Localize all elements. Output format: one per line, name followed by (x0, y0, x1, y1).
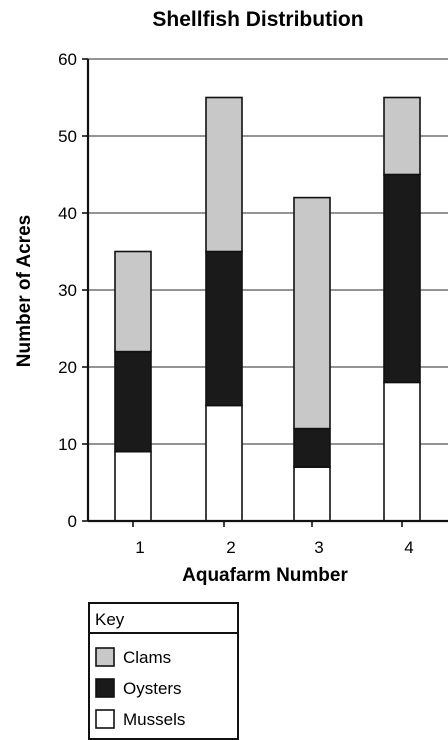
bar-oysters-farm-1 (114, 350, 152, 453)
y-axis-title: Number of Acres (14, 215, 35, 367)
bar-oysters-farm-3 (293, 427, 331, 468)
bar-clams-farm-3 (293, 196, 331, 430)
x-tick-label-1: 1 (135, 538, 144, 557)
bar-mussels-farm-3 (293, 466, 331, 522)
chart-title: Shellfish Distribution (152, 8, 363, 31)
x-tick-label-4: 4 (404, 538, 413, 557)
legend-swatch-mussels (95, 709, 115, 729)
bar-mussels-farm-1 (114, 450, 152, 522)
bar-mussels-farm-4 (383, 381, 421, 522)
y-tick-label-0: 0 (68, 512, 77, 531)
legend-swatch-clams (95, 647, 115, 667)
bars (114, 96, 421, 522)
legend-label-oysters: Oysters (123, 679, 182, 698)
x-axis-title: Aquafarm Number (182, 565, 348, 586)
legend-swatch-oysters (95, 678, 115, 698)
y-tick-label-60: 60 (58, 50, 77, 69)
axes (82, 58, 448, 527)
bar-clams-farm-1 (114, 250, 152, 353)
bar-clams-farm-2 (205, 96, 243, 253)
legend: Key Clams Oysters Mussels (88, 602, 239, 740)
y-tick-label-20: 20 (58, 358, 77, 377)
legend-label-mussels: Mussels (123, 710, 185, 729)
bar-mussels-farm-2 (205, 404, 243, 522)
x-tick-labels: 1 2 3 4 (135, 538, 413, 557)
x-tick-label-3: 3 (314, 538, 323, 557)
y-tick-label-30: 30 (58, 281, 77, 300)
y-tick-labels: 0 10 20 30 40 50 60 (58, 50, 77, 531)
bar-oysters-farm-2 (205, 250, 243, 407)
bar-clams-farm-4 (383, 96, 421, 176)
y-tick-label-40: 40 (58, 204, 77, 223)
y-tick-label-50: 50 (58, 127, 77, 146)
legend-label-clams: Clams (123, 648, 171, 667)
legend-title: Key (95, 610, 125, 629)
x-tick-label-2: 2 (226, 538, 235, 557)
bar-oysters-farm-4 (383, 173, 421, 384)
y-tick-label-10: 10 (58, 435, 77, 454)
